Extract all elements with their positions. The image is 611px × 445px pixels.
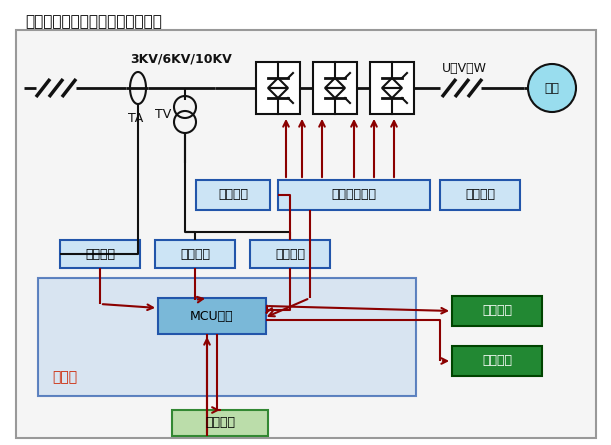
Bar [313, 62, 357, 114]
Text: 电压测量: 电压测量 [275, 247, 305, 260]
Text: 均压电路: 均压电路 [218, 189, 248, 202]
Text: 同步检测: 同步检测 [180, 247, 210, 260]
Bar [250, 240, 330, 268]
Text: TV: TV [155, 108, 171, 121]
Bar [158, 298, 266, 334]
Text: 阻容电路: 阻容电路 [465, 189, 495, 202]
Text: 3KV/6KV/10KV: 3KV/6KV/10KV [130, 53, 232, 66]
Bar [370, 62, 414, 114]
Text: 显示面板: 显示面板 [205, 417, 235, 429]
Text: MCU控制: MCU控制 [190, 310, 234, 323]
Text: 电机: 电机 [544, 81, 560, 94]
Bar [452, 296, 542, 326]
Text: 远程通讯: 远程通讯 [482, 355, 512, 368]
Bar [60, 240, 140, 268]
Text: U、V、W: U、V、W [442, 62, 487, 75]
Bar [172, 410, 268, 436]
Text: TA: TA [128, 112, 143, 125]
Text: 高压固态软启动柜的工作原理是：: 高压固态软启动柜的工作原理是： [25, 14, 162, 29]
Bar [155, 240, 235, 268]
Circle shape [528, 64, 576, 112]
Bar [38, 278, 416, 396]
Bar [196, 180, 270, 210]
Text: 光纤隔离驱动: 光纤隔离驱动 [332, 189, 376, 202]
Bar [440, 180, 520, 210]
Text: 开入开出: 开入开出 [482, 304, 512, 317]
Bar [278, 180, 430, 210]
Text: 电流测量: 电流测量 [85, 247, 115, 260]
Text: 控制器: 控制器 [52, 370, 77, 384]
Bar [256, 62, 300, 114]
Bar [452, 346, 542, 376]
